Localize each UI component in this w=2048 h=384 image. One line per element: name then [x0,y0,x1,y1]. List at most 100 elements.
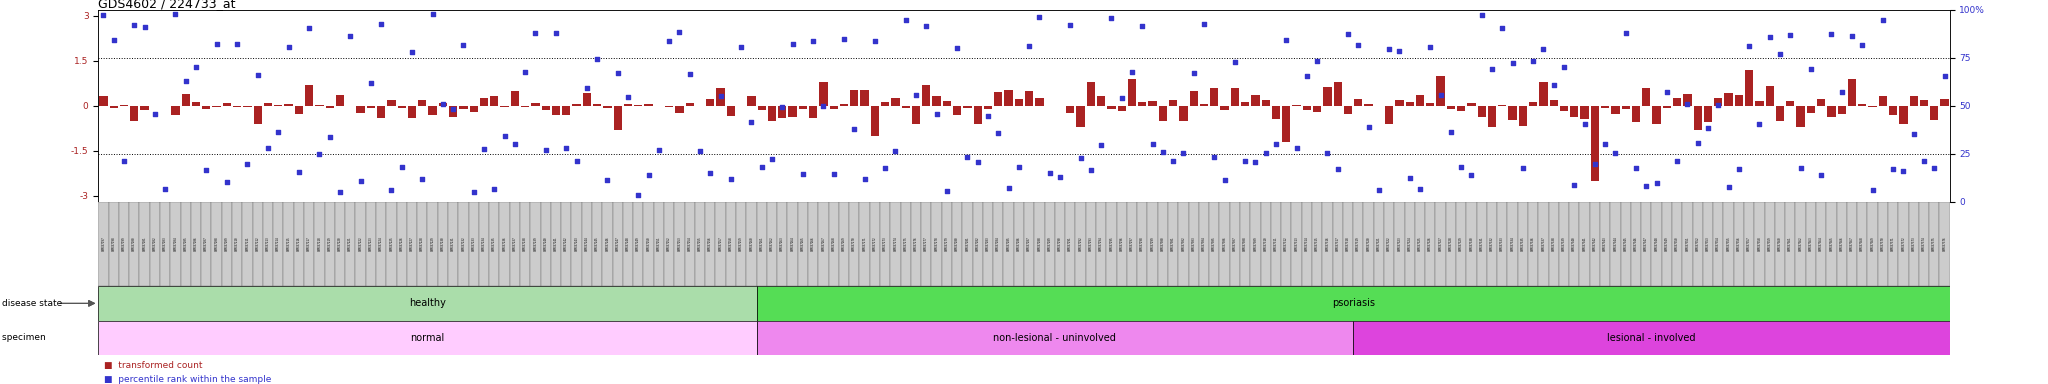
Point [1651,88,1683,94]
Text: GSM337221: GSM337221 [348,237,352,251]
Bar [336,94,344,106]
Bar [459,202,469,286]
Bar [1888,106,1896,116]
Point [190,167,223,174]
Bar [231,202,242,286]
Text: GSM337246: GSM337246 [606,237,610,251]
Bar [262,202,272,286]
Text: GSM337243: GSM337243 [575,237,580,251]
Bar [1540,82,1548,106]
Bar [1673,98,1681,106]
Bar [1282,106,1290,142]
Bar [274,105,283,106]
Text: GSM337264: GSM337264 [791,237,795,251]
Point [1661,158,1694,164]
Bar [963,202,973,286]
Bar [98,286,756,321]
Bar [745,202,756,286]
Text: GSM337204: GSM337204 [174,237,178,251]
Bar [1425,103,1434,106]
Text: GSM337327: GSM337327 [1438,237,1442,251]
Bar [1395,101,1403,106]
Text: GSM337217: GSM337217 [307,237,311,251]
Point [160,11,193,17]
Bar [1167,202,1178,286]
Bar [1817,202,1827,286]
Text: GSM337233: GSM337233 [471,237,475,251]
Point [1815,31,1847,37]
Bar [952,106,961,115]
Bar [1354,99,1362,106]
Bar [1149,101,1157,106]
Point [1106,94,1139,101]
Bar [614,106,623,130]
Bar [561,202,571,286]
Bar [1599,202,1610,286]
Bar [283,202,293,286]
Text: GSM337298: GSM337298 [1141,237,1145,251]
Point [991,185,1024,191]
Point [1055,22,1087,28]
Bar [1858,104,1866,106]
Bar [758,106,766,109]
Bar [1683,94,1692,106]
Text: GSM337206: GSM337206 [195,237,199,251]
Text: GSM337237: GSM337237 [512,237,516,251]
Bar [160,202,170,286]
Text: GSM337225: GSM337225 [389,237,393,251]
Bar [418,100,426,106]
Text: GSM337287: GSM337287 [1028,237,1030,251]
Point [221,41,254,47]
Point [1640,180,1673,186]
Text: GSM337275: GSM337275 [903,237,907,251]
Text: GSM337324: GSM337324 [1407,237,1411,251]
Point [1507,166,1540,172]
Bar [612,202,623,286]
Bar [592,202,602,286]
Bar [1415,96,1423,106]
Point [1137,141,1169,147]
Bar [1640,202,1651,286]
Text: GSM337284: GSM337284 [995,237,999,251]
Text: GSM337359: GSM337359 [1767,237,1772,251]
Point [797,38,829,44]
Bar [1497,202,1507,286]
Bar [1157,202,1167,286]
Text: GSM337197: GSM337197 [102,237,104,251]
Text: GSM337266: GSM337266 [811,237,815,251]
Text: GSM337351: GSM337351 [1686,237,1690,251]
Text: GSM337216: GSM337216 [297,237,301,251]
Text: GSM337299: GSM337299 [1151,237,1155,251]
Bar [428,202,438,286]
Bar [911,106,920,124]
Bar [1776,202,1786,286]
Bar [1929,202,1939,286]
Bar [1333,202,1343,286]
Text: GSM337265: GSM337265 [801,237,805,251]
Bar [850,202,860,286]
Point [1014,43,1047,49]
Bar [1262,100,1270,106]
Bar [252,202,262,286]
Text: GSM337288: GSM337288 [1038,237,1042,251]
Point [487,133,520,139]
Bar [315,105,324,106]
Bar [1139,102,1147,106]
Bar [530,103,539,106]
Bar [1077,106,1085,127]
Text: GSM337278: GSM337278 [934,237,938,251]
Bar [870,106,879,136]
Point [1311,150,1343,156]
Point [1835,33,1868,40]
Point [981,130,1014,136]
Bar [932,96,940,106]
Point [1188,21,1221,27]
Bar [1487,202,1497,286]
Point [211,179,244,185]
Bar [111,106,119,108]
Bar [881,202,891,286]
Bar [541,106,549,110]
Point [1198,154,1231,160]
Point [109,157,141,164]
Bar [1108,106,1116,109]
